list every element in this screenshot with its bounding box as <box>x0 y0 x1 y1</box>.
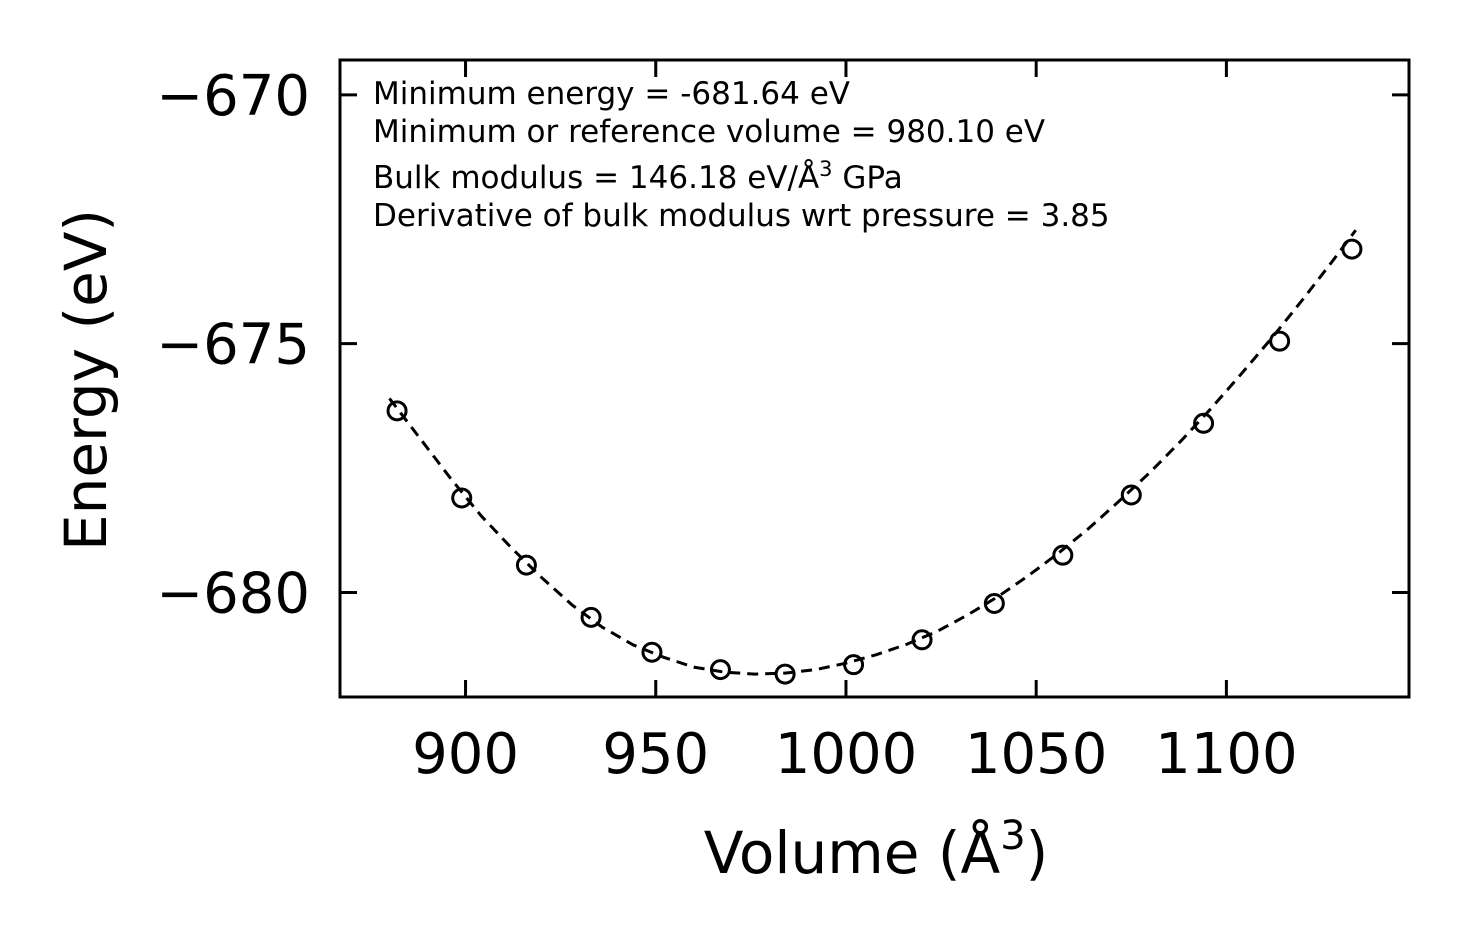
x-tick-label: 900 <box>412 722 519 787</box>
data-points <box>386 238 1363 685</box>
x-tick-label: 1100 <box>1155 722 1298 787</box>
data-point <box>1193 412 1215 434</box>
data-point <box>515 554 537 576</box>
fit-curve <box>388 229 1357 676</box>
data-point <box>580 606 602 628</box>
data-point <box>774 663 796 685</box>
annotation-min-volume: Minimum or reference volume = 980.10 eV <box>373 114 1045 150</box>
data-point <box>1052 544 1074 566</box>
annotation-bulk-modulus: Bulk modulus = 146.18 eV/Å3 GPa <box>373 157 903 196</box>
data-point <box>641 641 663 663</box>
axis-ticks <box>340 60 1409 697</box>
data-point <box>983 592 1005 614</box>
y-tick-label: −670 <box>156 64 310 129</box>
data-point <box>1269 330 1291 352</box>
x-tick-label: 1050 <box>965 722 1108 787</box>
annotation-bulk-derivative: Derivative of bulk modulus wrt pressure … <box>373 198 1110 234</box>
x-axis-label: Volume (Å3) <box>704 813 1049 887</box>
data-point <box>1120 484 1142 506</box>
y-axis-label: Energy (eV) <box>52 209 120 551</box>
data-point <box>843 654 865 676</box>
tick-labels: 900 950 1000 1050 1100 −670 −675 −680 <box>156 64 1297 787</box>
data-point <box>1341 238 1363 260</box>
data-point <box>451 487 473 509</box>
x-tick-label: 1000 <box>775 722 918 787</box>
data-point <box>709 659 731 681</box>
data-point <box>386 400 408 422</box>
plot-frame <box>338 58 1411 699</box>
annotation-min-energy: Minimum energy = -681.64 eV <box>373 76 850 112</box>
x-tick-label: 950 <box>602 722 709 787</box>
y-tick-label: −680 <box>156 561 310 626</box>
y-tick-label: −675 <box>156 313 310 378</box>
data-point <box>911 629 933 651</box>
